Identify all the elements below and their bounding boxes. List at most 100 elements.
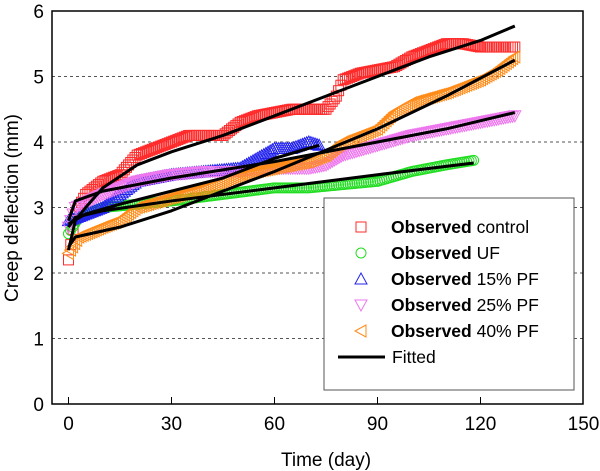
data-point <box>434 40 446 52</box>
data-point <box>251 164 264 179</box>
data-point <box>138 147 150 159</box>
legend-label-name: 25% PF <box>472 295 539 315</box>
fitted-curve <box>67 58 516 248</box>
data-point <box>261 145 275 158</box>
data-point <box>436 39 448 51</box>
legend-label: Observed UF <box>391 243 500 263</box>
data-point <box>379 137 394 150</box>
data-point <box>168 135 180 147</box>
data-point <box>276 141 290 155</box>
legend-label-name: control <box>472 217 529 237</box>
fitted-curve <box>67 143 320 226</box>
data-point <box>377 137 392 151</box>
data-point <box>336 149 351 163</box>
fitted-curve <box>67 24 516 251</box>
x-tick-label: 90 <box>367 414 388 435</box>
data-point <box>281 158 294 173</box>
data-point <box>181 130 193 142</box>
data-point <box>159 138 171 150</box>
legend-label-bold: Observed <box>391 243 472 263</box>
fitted-curve <box>67 111 516 222</box>
y-tick-label: 1 <box>33 330 44 351</box>
data-point <box>148 143 160 155</box>
data-point <box>140 146 152 158</box>
legend-marker-icon <box>355 247 367 259</box>
data-point <box>150 142 162 154</box>
plot-frame <box>51 10 584 405</box>
data-point <box>244 165 258 180</box>
data-point <box>375 138 389 152</box>
data-point <box>283 158 297 172</box>
series-control <box>63 38 521 266</box>
data-point <box>468 154 480 166</box>
y-tick-label: 2 <box>33 264 44 285</box>
y-tick-label: 6 <box>33 2 44 23</box>
data-point <box>348 70 360 82</box>
data-point <box>432 41 444 53</box>
legend-label-bold: Observed <box>391 295 472 315</box>
legend-label-name: 40% PF <box>472 321 539 341</box>
data-point <box>106 192 121 205</box>
legend-marker-icon <box>354 299 368 313</box>
legend-label: Observed 40% PF <box>391 321 539 341</box>
legend-item: Observed 40% PF <box>353 321 539 341</box>
legend-label-name: 15% PF <box>472 269 539 289</box>
y-axis-label: Creep deflection (mm) <box>2 114 23 302</box>
data-point <box>128 176 142 190</box>
data-point <box>429 42 441 54</box>
legend-label-bold: Observed <box>391 321 472 341</box>
data-point <box>427 43 439 55</box>
y-tick-label: 4 <box>33 133 44 154</box>
data-point <box>384 135 399 149</box>
data-point <box>339 73 351 85</box>
y-tick-label: 3 <box>33 199 44 220</box>
data-point <box>133 148 145 160</box>
data-point <box>155 140 167 152</box>
data-point <box>352 68 364 80</box>
x-tick-label: 150 <box>568 414 600 435</box>
data-point <box>386 135 401 148</box>
x-tick-label: 30 <box>161 414 182 435</box>
data-point <box>258 163 271 177</box>
data-point <box>108 190 123 204</box>
x-tick-label: 60 <box>264 414 285 435</box>
x-tick-label: 120 <box>465 414 497 435</box>
legend-label: Fitted <box>392 347 436 367</box>
data-point <box>509 41 521 53</box>
legend-item: Observed UF <box>355 243 500 263</box>
legend-label: Observed 15% PF <box>391 269 539 289</box>
legend-label-bold: Observed <box>391 269 472 289</box>
x-tick-label: 0 <box>63 414 74 435</box>
data-point <box>135 147 147 159</box>
data-point <box>146 143 158 155</box>
legend-label: Observed control <box>391 217 529 237</box>
data-point <box>142 145 154 157</box>
data-point <box>337 74 349 86</box>
data-point <box>263 143 278 157</box>
data-point <box>382 136 396 150</box>
data-point <box>253 163 267 178</box>
data-point <box>95 177 107 189</box>
y-ticks: 0 1 2 3 4 5 6 <box>33 2 44 416</box>
data-point <box>308 136 322 150</box>
data-point <box>285 157 299 172</box>
data-point <box>157 139 169 151</box>
data-point <box>346 71 358 82</box>
data-point <box>260 162 274 177</box>
data-point <box>350 69 362 81</box>
legend-marker-icon <box>354 271 368 285</box>
data-point <box>163 137 175 149</box>
legend-marker-icon <box>355 221 367 233</box>
legend-label: Observed 25% PF <box>391 295 539 315</box>
data-point <box>438 39 450 51</box>
data-point <box>341 72 353 84</box>
data-point <box>115 185 129 199</box>
data-point <box>153 141 165 153</box>
legend-item: Observed control <box>355 217 529 237</box>
data-point <box>174 133 186 145</box>
legend-item-fitted: Fitted <box>338 347 436 367</box>
data-point <box>176 132 188 144</box>
fitted-curve <box>67 161 474 229</box>
